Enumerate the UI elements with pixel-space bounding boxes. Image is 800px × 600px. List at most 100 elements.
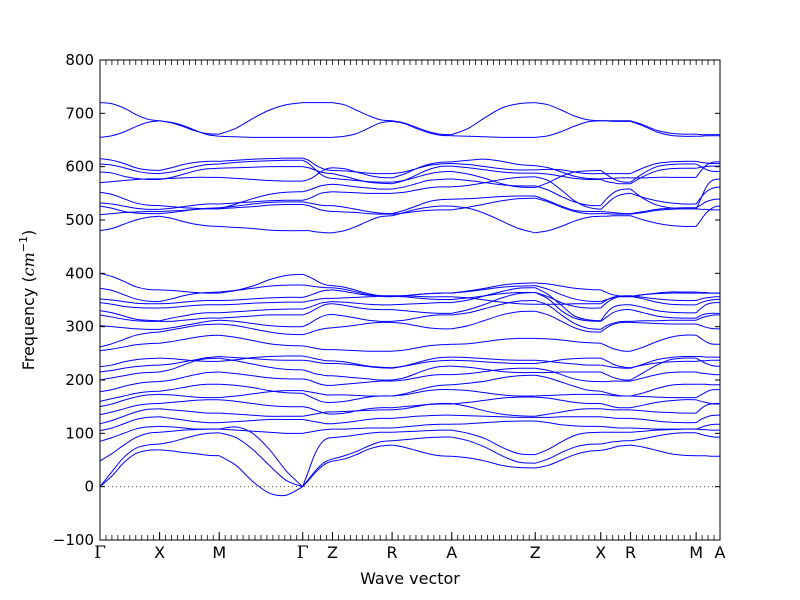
band-23-segment-9	[600, 215, 631, 217]
band-29-segment-11	[696, 165, 720, 169]
band-10-segment-4	[302, 378, 333, 386]
band-30-segment-3	[219, 159, 303, 165]
band-3-segment-3	[219, 426, 304, 488]
band-11-segment-6	[392, 365, 452, 381]
band-13-segment-1	[100, 357, 160, 368]
band-4-segment-1	[100, 425, 160, 442]
band-8-segment-7	[451, 389, 536, 397]
band-10-segment-2	[159, 371, 220, 383]
band-31-segment-6	[392, 162, 452, 175]
band-21-segment-8	[535, 285, 601, 303]
band-31-segment-3	[219, 157, 303, 162]
band-1-segment-1	[100, 449, 160, 488]
band-12-segment-1	[100, 364, 160, 373]
band-1-segment-3	[218, 455, 303, 497]
band-12-segment-3	[219, 356, 303, 361]
band-30-segment-9	[600, 169, 631, 183]
y-tick-label: 600	[65, 158, 94, 176]
band-33-segment-2	[159, 120, 220, 137]
band-18-segment-9	[600, 304, 631, 322]
band-17-segment-6	[392, 309, 452, 314]
band-18-segment-2	[159, 312, 220, 322]
band-11-segment-3	[219, 357, 303, 371]
band-31-segment-4	[302, 157, 333, 171]
band-2-segment-6	[392, 436, 452, 442]
band-18-segment-11	[695, 302, 720, 314]
band-1-segment-6	[392, 444, 452, 457]
band-16-segment-11	[695, 314, 720, 321]
band-12-segment-8	[535, 359, 601, 366]
band-9-segment-4	[302, 392, 333, 403]
band-19-segment-10	[630, 295, 697, 306]
band-9-segment-2	[159, 383, 220, 392]
band-23-segment-4	[302, 230, 333, 234]
band-28-segment-9	[600, 177, 631, 180]
band-27-segment-1	[100, 191, 160, 207]
band-5-segment-8	[535, 416, 601, 418]
q-point-label: X	[595, 543, 606, 562]
y-tick-label: 0	[84, 478, 94, 496]
band-25-segment-2	[159, 207, 220, 215]
band-6-segment-9	[600, 408, 631, 411]
band-2-segment-11	[695, 432, 720, 438]
band-12-segment-10	[630, 355, 697, 369]
band-5-segment-7	[451, 414, 536, 418]
band-28-segment-1	[100, 178, 160, 184]
band-11-segment-9	[600, 371, 631, 381]
band-27-segment-9	[600, 188, 631, 206]
band-16-segment-4	[302, 313, 333, 328]
band-21-segment-4	[302, 284, 333, 289]
band-8-segment-10	[630, 395, 697, 399]
band-23-segment-10	[630, 215, 697, 227]
band-17-segment-5	[332, 303, 393, 311]
band-2-segment-10	[630, 432, 697, 442]
band-12-segment-4	[302, 359, 333, 365]
band-1-segment-5	[332, 444, 393, 462]
band-4-segment-2	[159, 425, 220, 430]
band-5-segment-9	[600, 416, 631, 419]
band-9-segment-5	[332, 395, 393, 403]
band-17-segment-9	[600, 309, 631, 322]
band-18-segment-8	[534, 287, 601, 322]
band-16-segment-10	[630, 319, 697, 322]
band-23-segment-11	[695, 205, 720, 227]
band-33-segment-5	[332, 120, 393, 138]
band-12-segment-2	[159, 356, 220, 366]
band-8-segment-6	[392, 389, 452, 397]
band-11-segment-8	[535, 371, 601, 374]
band-23-segment-5	[332, 215, 393, 234]
band-17-segment-8	[534, 292, 601, 322]
band-18-segment-1	[100, 310, 160, 322]
band-6-segment-8	[535, 408, 601, 417]
band-7-segment-8	[535, 396, 601, 405]
y-tick-label: 100	[65, 424, 94, 442]
band-28-segment-7	[451, 158, 536, 167]
band-9-segment-1	[100, 390, 160, 402]
band-33-segment-3	[219, 135, 303, 138]
band-11-segment-1	[100, 371, 160, 381]
band-20-segment-9	[600, 295, 631, 305]
band-17-segment-3	[219, 314, 303, 319]
band-14-segment-5	[332, 349, 393, 352]
band-28-segment-2	[159, 176, 220, 180]
band-4-segment-3	[219, 428, 303, 434]
band-8-segment-1	[100, 393, 160, 408]
band-19-segment-8	[535, 292, 601, 309]
y-tick-label: 700	[65, 104, 94, 122]
band-15-segment-11	[695, 323, 720, 330]
band-22-segment-2	[159, 289, 220, 294]
x-axis-label: Wave vector	[360, 569, 460, 588]
band-18-segment-6	[392, 302, 452, 306]
band-10-segment-11	[696, 371, 720, 376]
band-21-segment-5	[332, 287, 393, 298]
band-32-segment-8	[535, 102, 601, 122]
band-29-segment-8	[535, 172, 601, 181]
band-11-segment-4	[302, 369, 333, 377]
band-14-segment-1	[100, 342, 160, 352]
band-4-segment-9	[600, 425, 631, 429]
band-13-segment-6	[392, 359, 452, 369]
band-22-segment-10	[630, 292, 697, 297]
band-6-segment-4	[302, 411, 333, 417]
band-3-segment-6	[392, 429, 452, 433]
band-13-segment-9	[600, 357, 631, 369]
